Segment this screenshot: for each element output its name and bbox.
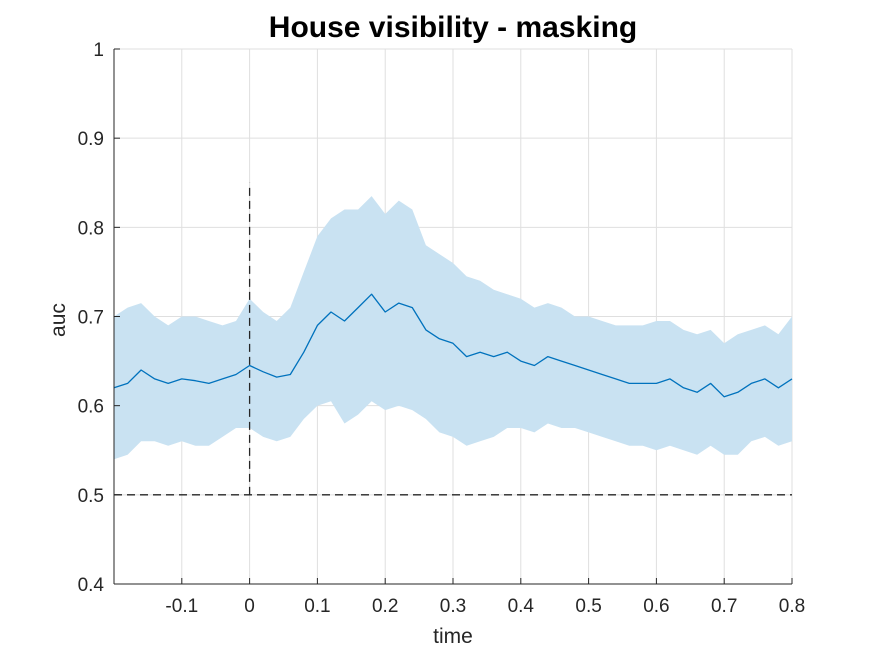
y-axis-label: auc [47,303,70,337]
y-tick-label: 0.4 [78,575,105,596]
y-tick-label: 0.9 [78,129,104,150]
x-tick-label: 0.1 [304,596,330,617]
x-tick-label: 0.4 [508,596,535,617]
x-tick-label: 0.5 [575,596,601,617]
y-tick-label: 1 [93,40,104,61]
x-axis-ticks: -0.1 0 0.1 0.2 0.3 0.4 0.5 0.6 0.7 0.8 [165,578,805,617]
y-tick-label: 0.7 [78,308,104,329]
x-tick-label: 0.3 [440,596,466,617]
x-tick-label: -0.1 [165,596,198,617]
y-tick-label: 0.6 [78,397,104,418]
chart-title: House visibility - masking [269,11,637,44]
confidence-band-area [114,196,792,460]
confidence-band [114,196,792,460]
x-tick-label: 0 [244,596,255,617]
y-tick-label: 0.8 [78,218,104,239]
y-axis-ticks: 0.4 0.5 0.6 0.7 0.8 0.9 1 [78,40,120,596]
x-tick-label: 0.2 [372,596,398,617]
x-tick-label: 0.8 [779,596,805,617]
x-tick-label: 0.6 [643,596,669,617]
series-mean [113,293,793,398]
y-tick-label: 0.5 [78,486,104,507]
reference-lines [114,182,792,496]
x-axis-label: time [433,625,473,648]
series-mean-line [113,293,793,398]
x-tick-label: 0.7 [711,596,737,617]
